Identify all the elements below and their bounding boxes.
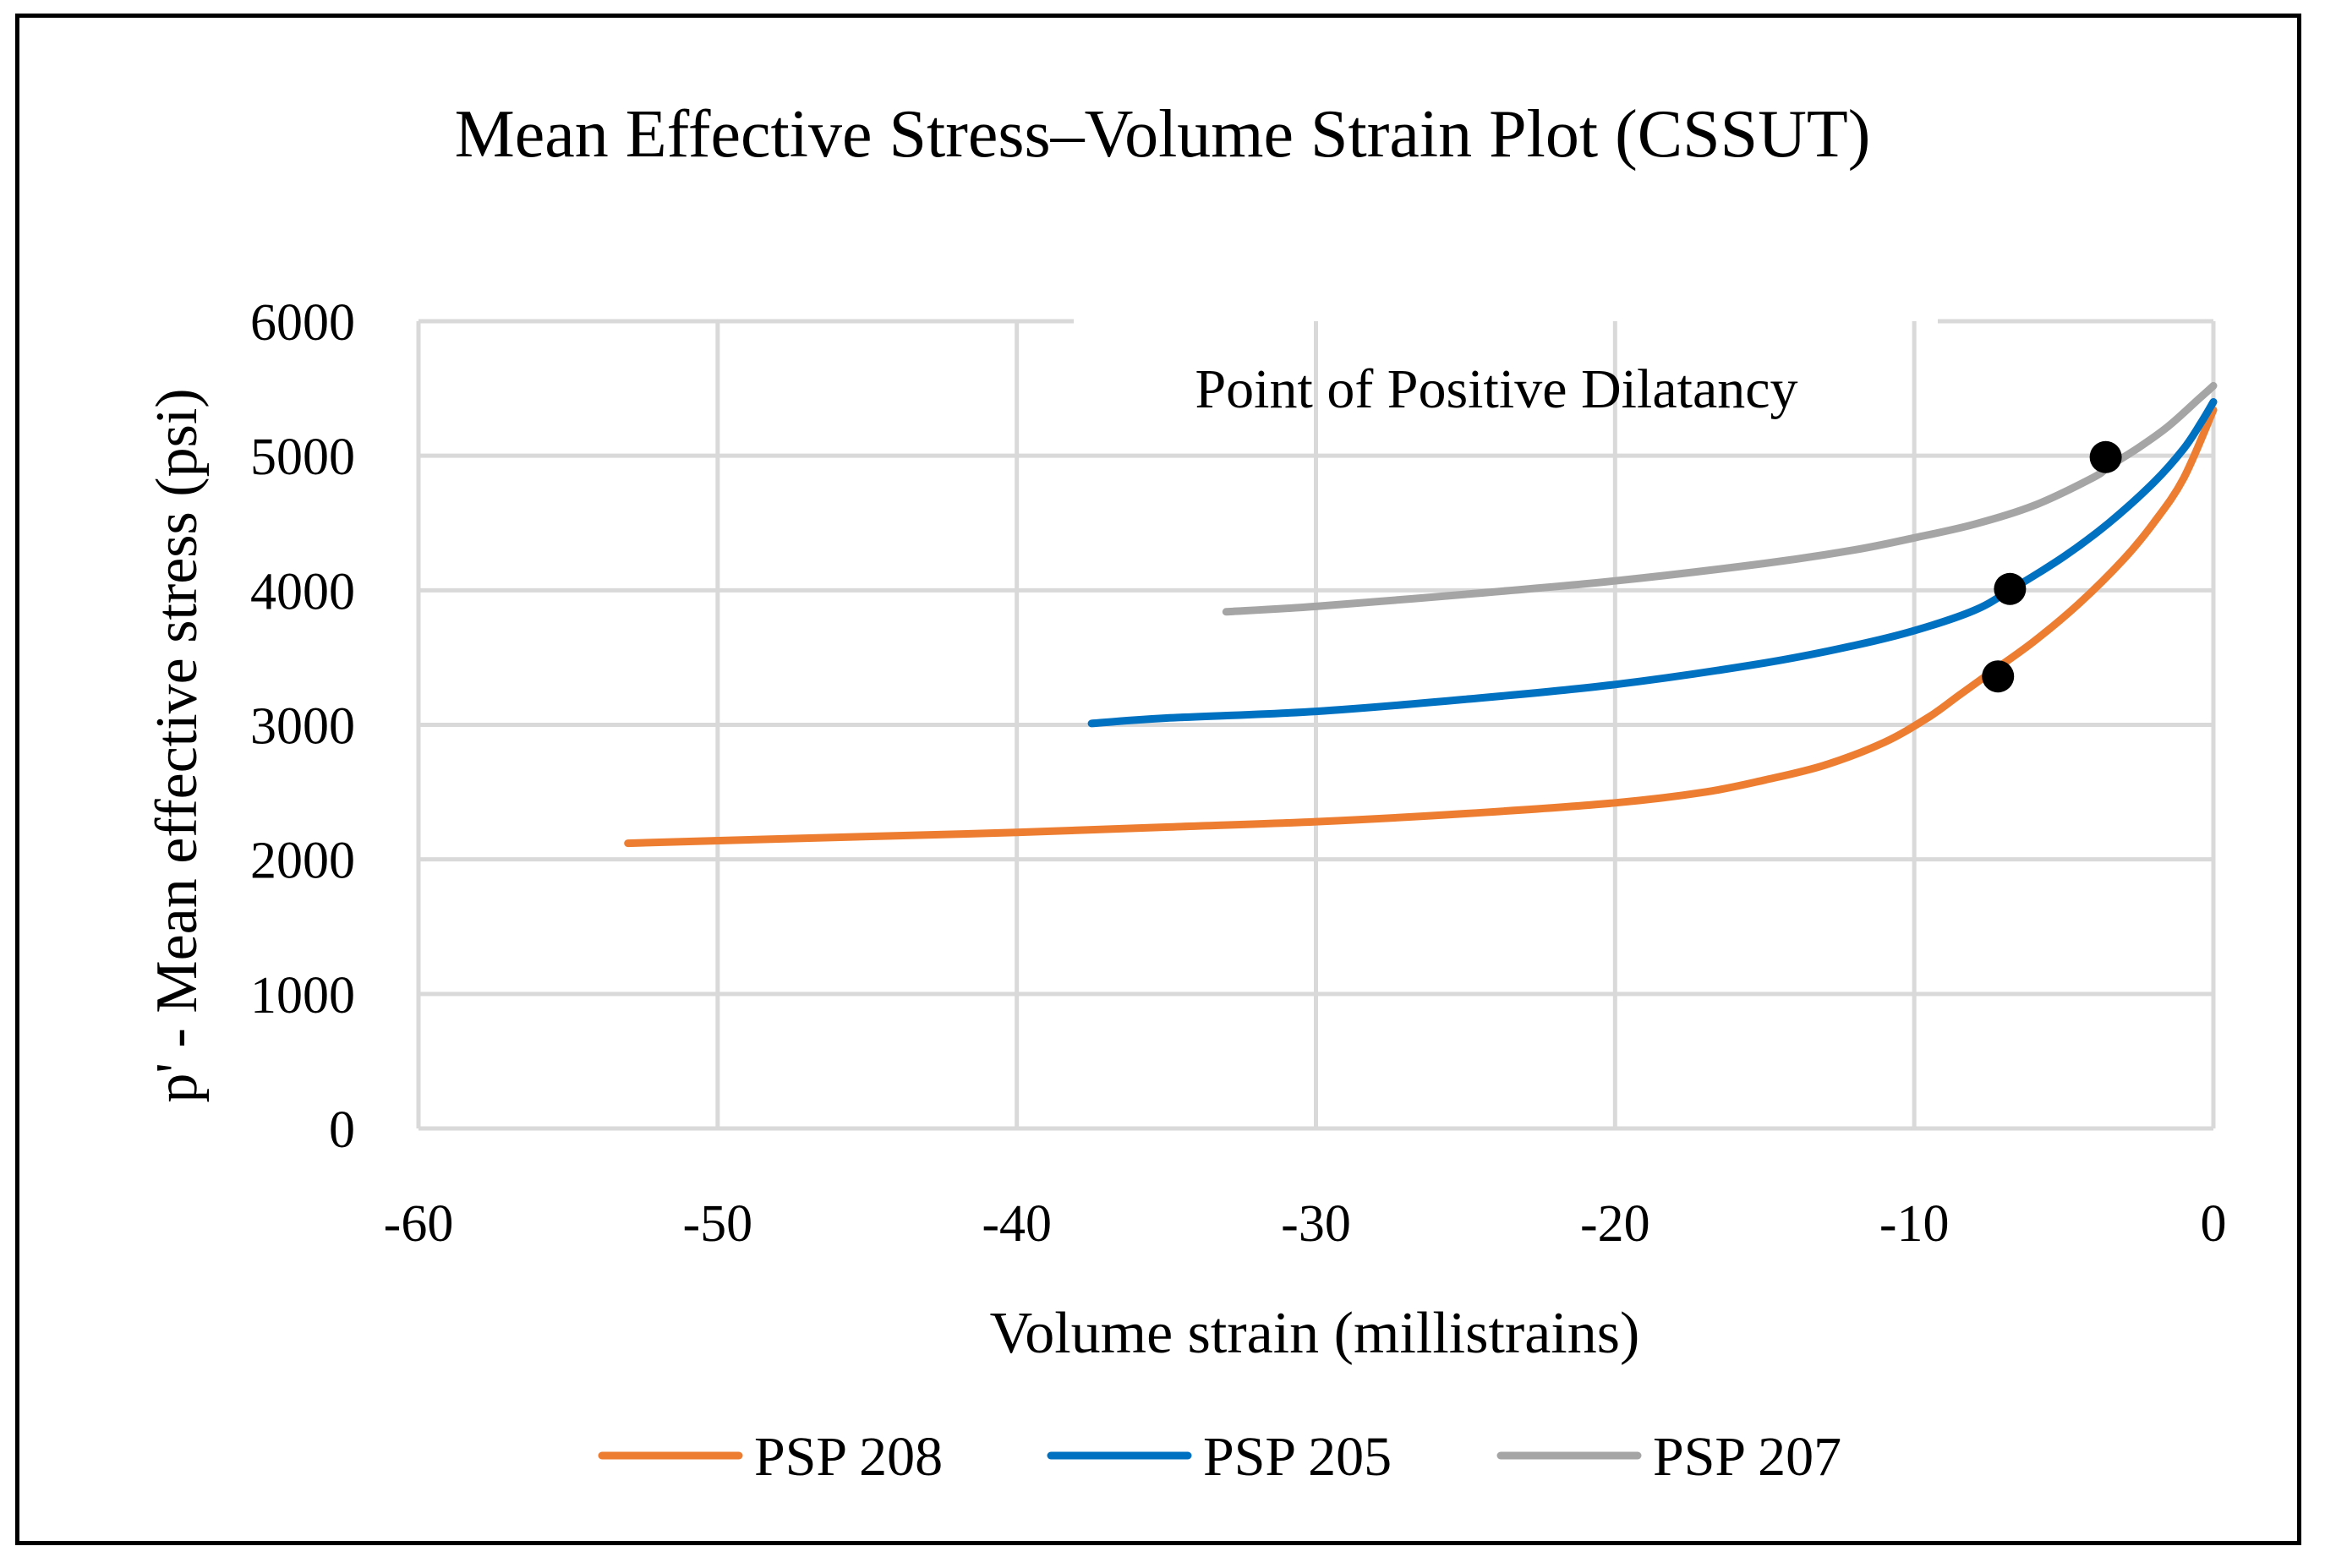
y-tick-label: 2000 bbox=[250, 833, 355, 890]
series-line-psp-205 bbox=[1087, 398, 2218, 728]
y-tick-label: 4000 bbox=[250, 563, 355, 620]
y-tick-label: 3000 bbox=[250, 698, 355, 756]
dilatancy-point-psp-205 bbox=[1994, 572, 2027, 605]
x-tick-label: -20 bbox=[1580, 1195, 1650, 1253]
x-tick-label: -40 bbox=[982, 1195, 1052, 1253]
legend: PSP 208 PSP 205 PSP 207 bbox=[598, 1426, 1841, 1488]
series-line-psp-208 bbox=[624, 406, 2218, 848]
chart-title: Mean Effective Stress–Volume Strain Plot… bbox=[455, 97, 1871, 172]
dilatancy-point-psp-208 bbox=[1982, 660, 2015, 693]
y-tick-label: 6000 bbox=[250, 294, 355, 352]
legend-label-psp-205: PSP 205 bbox=[1203, 1426, 1392, 1488]
series-lines bbox=[624, 381, 2218, 848]
y-tick-label: 0 bbox=[329, 1101, 355, 1159]
x-tick-label: -30 bbox=[1281, 1195, 1351, 1253]
x-tick-label: -50 bbox=[683, 1195, 753, 1253]
grid bbox=[416, 319, 2216, 1131]
dilatancy-markers bbox=[1982, 440, 2122, 693]
chart-frame bbox=[15, 14, 2301, 1545]
series-line-psp-207 bbox=[1222, 381, 2218, 616]
x-tick-label: 0 bbox=[2201, 1195, 2227, 1253]
legend-label-psp-207: PSP 207 bbox=[1653, 1426, 1841, 1488]
x-axis-title: Volume strain (millistrains) bbox=[990, 1301, 1640, 1366]
y-tick-label: 5000 bbox=[250, 429, 355, 486]
x-tick-label: -60 bbox=[384, 1195, 454, 1253]
y-axis-title: p' - Mean effective stress (psi) bbox=[145, 388, 210, 1102]
tick-labels: 0 1000 2000 3000 4000 5000 6000 -60 -50 -40 -30 -20… bbox=[250, 294, 2227, 1253]
dilatancy-point-psp-207 bbox=[2089, 440, 2122, 473]
x-tick-label: -10 bbox=[1879, 1195, 1950, 1253]
annotation-point-of-positive-dilatancy: Point of Positive Dilatancy bbox=[1195, 358, 1797, 420]
legend-label-psp-208: PSP 208 bbox=[754, 1426, 943, 1488]
y-tick-label: 1000 bbox=[250, 967, 355, 1024]
